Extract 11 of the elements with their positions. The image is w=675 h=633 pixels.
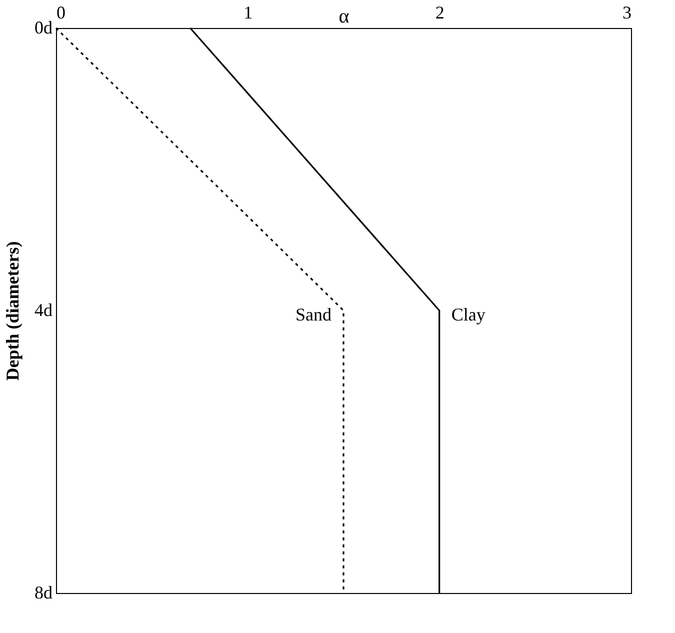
series-label: Clay: [451, 304, 486, 324]
x-tick-label: 2: [435, 2, 444, 22]
y-tick-label: 4d: [34, 300, 52, 320]
y-tick-label: 8d: [34, 582, 52, 602]
series-label: Sand: [296, 304, 332, 324]
y-tick-label: 0d: [34, 18, 52, 38]
x-tick-label: 0: [56, 2, 66, 22]
x-axis-title: α: [338, 6, 350, 28]
x-tick-label: 1: [244, 2, 253, 22]
x-tick-label: 3: [622, 2, 632, 22]
y-axis-title: Depth (diameters): [2, 241, 22, 381]
